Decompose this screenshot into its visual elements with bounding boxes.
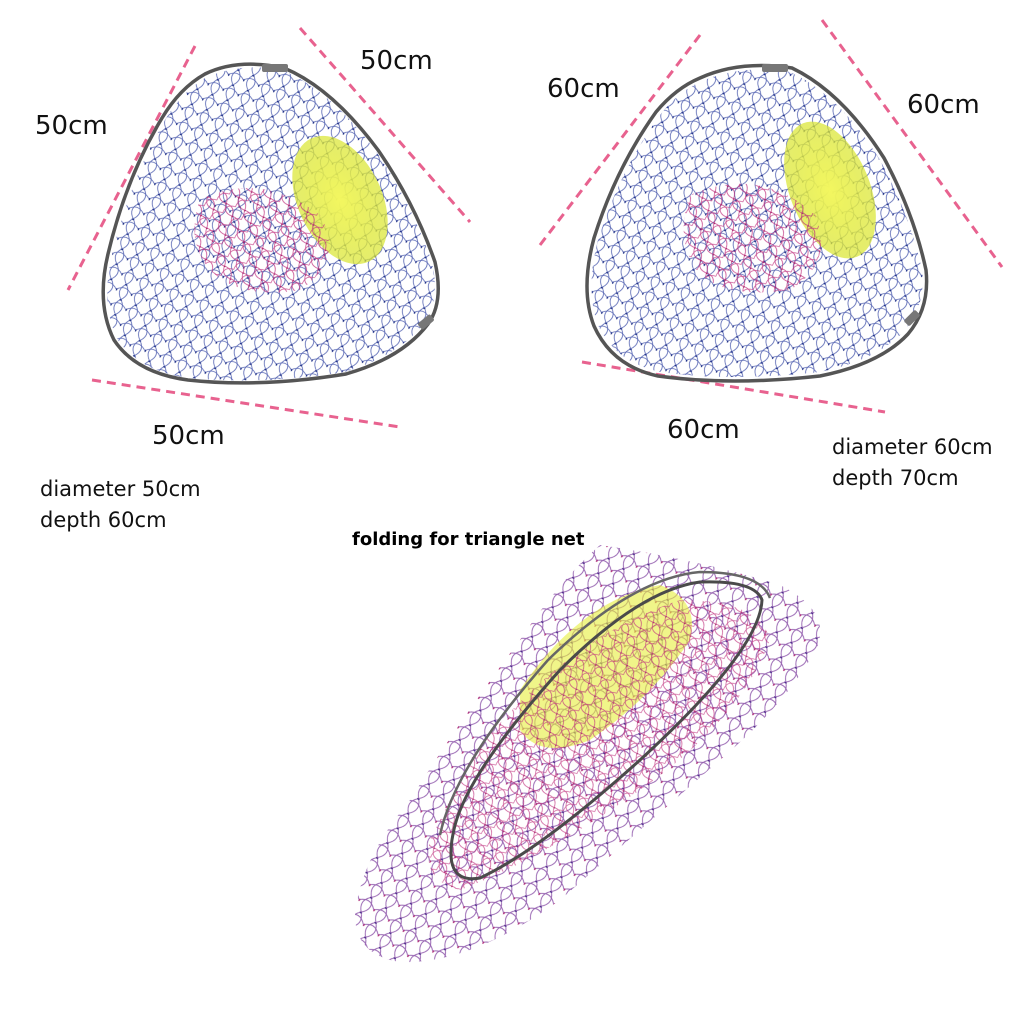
net-60-right-side-label: 60cm: [907, 90, 980, 120]
net-50-graphic: [66, 27, 472, 429]
net-50-spec: diameter 50cm depth 60cm: [40, 474, 201, 536]
net-50-diameter: diameter 50cm: [40, 477, 201, 501]
net-60-diameter: diameter 60cm: [832, 435, 993, 459]
net-60-depth: depth 70cm: [832, 466, 959, 490]
dimension-line-right: [298, 27, 472, 223]
folded-net-mesh-overlay: [428, 600, 770, 890]
dimension-line-bottom: [581, 360, 886, 414]
dimension-line-left: [66, 45, 197, 291]
frame-hinge: [904, 310, 920, 326]
dimension-line-right: [820, 19, 1004, 268]
folded-net-frame: [449, 580, 764, 881]
net-60-spec: diameter 60cm depth 70cm: [832, 432, 993, 494]
net-60-left-side-label: 60cm: [547, 74, 620, 104]
net-mesh-inner: [194, 188, 329, 293]
net-50-bottom-side-label: 50cm: [152, 421, 225, 451]
net-60-graphic: [538, 19, 1004, 414]
net-50-left-side-label: 50cm: [35, 111, 108, 141]
net-50-depth: depth 60cm: [40, 508, 167, 532]
net-50-right-side-label: 50cm: [360, 46, 433, 76]
net-60-bottom-side-label: 60cm: [667, 415, 740, 445]
folded-net-graphic: [355, 545, 821, 963]
folded-heading: folding for triangle net: [352, 529, 585, 550]
net-mesh-inner: [683, 183, 822, 293]
folded-net-frame: [438, 570, 772, 836]
frame-hinge: [418, 314, 434, 330]
frame-hinge: [262, 64, 288, 72]
dimension-line-bottom: [91, 378, 401, 429]
frame-hinge: [762, 64, 788, 72]
net-frame: [101, 62, 440, 385]
net-frame: [585, 63, 929, 383]
